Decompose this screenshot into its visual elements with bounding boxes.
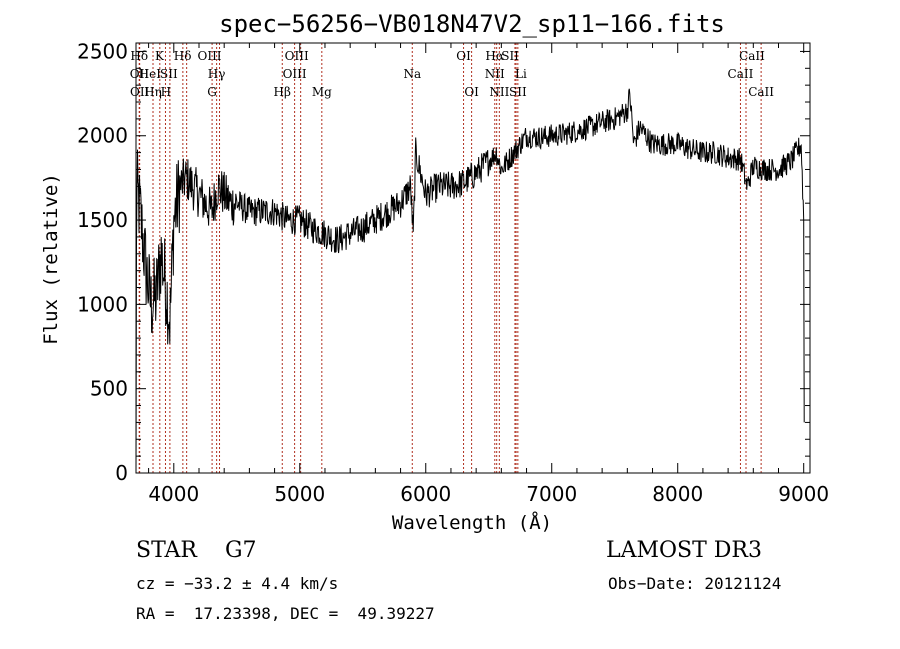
line-label: SII (509, 85, 527, 99)
line-label: OIII (197, 49, 221, 63)
y-tick-label: 2000 (77, 124, 128, 148)
line-label: Hδ (130, 49, 148, 63)
x-tick-label: 9000 (778, 482, 829, 506)
spectrum-line (135, 88, 805, 474)
line-label: Hγ (208, 67, 226, 81)
x-axis: 4000 5000 6000 7000 8000 9000 (148, 43, 829, 506)
object-class: STAR G7 (136, 538, 257, 563)
line-label: OII (130, 85, 150, 99)
line-label: Hβ (274, 85, 291, 99)
line-label: HeI (139, 67, 162, 81)
line-label: Hα (485, 49, 504, 63)
y-axis: 0 500 1000 1500 2000 2500 (77, 39, 810, 485)
x-tick-label: 7000 (526, 482, 577, 506)
line-label: OIII (285, 49, 309, 63)
line-label: CaII (739, 49, 765, 63)
line-label: SII (501, 49, 519, 63)
line-label: Hη (144, 85, 162, 99)
y-tick-label: 2500 (77, 39, 128, 63)
x-axis-label: Wavelength (Å) (392, 511, 552, 534)
x-tick-label: 5000 (274, 482, 325, 506)
coordinates: RA = 17.23398, DEC = 49.39227 (136, 604, 435, 623)
y-tick-label: 1000 (77, 292, 128, 316)
line-label: Na (403, 67, 421, 81)
line-label: G (207, 85, 217, 99)
line-label: Li (515, 67, 527, 81)
line-label: NII (489, 85, 509, 99)
spectral-line-markers (138, 43, 762, 473)
y-axis-label: Flux (relative) (40, 173, 62, 345)
line-label: Hδ (174, 49, 192, 63)
survey-name: LAMOST DR3 (606, 538, 762, 563)
line-label: OI (456, 49, 471, 63)
line-label: NII (485, 67, 505, 81)
y-tick-label: 1500 (77, 208, 128, 232)
x-tick-label: 4000 (148, 482, 199, 506)
line-label: CaII (728, 67, 754, 81)
chart-title: spec−56256−VB018N47V2_sp11−166.fits (219, 10, 725, 38)
line-label: H (161, 85, 171, 99)
line-label: Mg (312, 85, 332, 99)
line-label: K (155, 49, 165, 63)
y-tick-label: 500 (90, 377, 128, 401)
x-tick-label: 8000 (652, 482, 703, 506)
redshift-readout: cz = −33.2 ± 4.4 km/s (136, 574, 339, 593)
x-tick-label: 6000 (400, 482, 451, 506)
line-label: CaII (748, 85, 774, 99)
observation-date: Obs−Date: 20121124 (608, 574, 782, 593)
line-label: OII (130, 67, 150, 81)
line-label: OI (464, 85, 479, 99)
plot-frame (135, 42, 811, 474)
line-label: SII (160, 67, 178, 81)
y-tick-label: 0 (115, 461, 128, 485)
line-label: OIII (283, 67, 307, 81)
